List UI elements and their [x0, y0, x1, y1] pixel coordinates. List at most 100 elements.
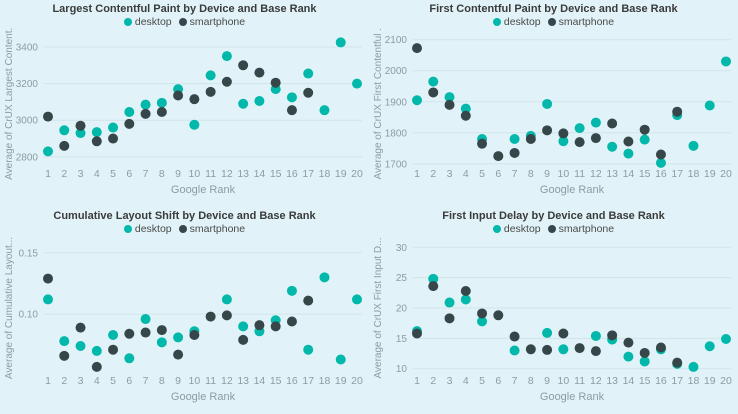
- data-point-smartphone[interactable]: [91, 361, 102, 372]
- data-point-desktop[interactable]: [303, 68, 314, 79]
- data-point-smartphone[interactable]: [108, 133, 119, 144]
- legend-item-desktop[interactable]: desktop: [123, 16, 172, 28]
- data-point-smartphone[interactable]: [238, 60, 249, 71]
- data-point-desktop[interactable]: [704, 100, 715, 111]
- legend-item-desktop[interactable]: desktop: [492, 16, 541, 28]
- data-point-smartphone[interactable]: [639, 124, 650, 135]
- data-point-smartphone[interactable]: [254, 67, 265, 78]
- data-point-smartphone[interactable]: [542, 125, 553, 136]
- data-point-smartphone[interactable]: [655, 149, 666, 160]
- data-point-smartphone[interactable]: [477, 138, 488, 149]
- data-point-smartphone[interactable]: [173, 90, 184, 101]
- data-point-smartphone[interactable]: [574, 343, 585, 354]
- data-point-desktop[interactable]: [221, 51, 232, 62]
- data-point-desktop[interactable]: [352, 78, 362, 89]
- data-point-desktop[interactable]: [108, 122, 119, 133]
- data-point-smartphone[interactable]: [238, 334, 249, 345]
- data-point-desktop[interactable]: [509, 134, 520, 145]
- data-point-smartphone[interactable]: [525, 344, 536, 355]
- data-point-desktop[interactable]: [428, 76, 439, 87]
- data-point-smartphone[interactable]: [412, 43, 422, 54]
- data-point-desktop[interactable]: [189, 119, 200, 130]
- data-point-smartphone[interactable]: [286, 316, 297, 327]
- data-point-desktop[interactable]: [412, 95, 422, 106]
- data-point-smartphone[interactable]: [444, 313, 455, 324]
- data-point-desktop[interactable]: [688, 361, 699, 372]
- data-point-smartphone[interactable]: [140, 327, 151, 338]
- data-point-smartphone[interactable]: [672, 357, 683, 368]
- data-point-desktop[interactable]: [639, 356, 650, 367]
- data-point-desktop[interactable]: [704, 341, 715, 352]
- data-point-desktop[interactable]: [509, 345, 520, 356]
- data-point-desktop[interactable]: [688, 140, 699, 151]
- legend-item-smartphone[interactable]: smartphone: [178, 223, 245, 235]
- legend-item-smartphone[interactable]: smartphone: [547, 16, 614, 28]
- data-point-smartphone[interactable]: [525, 134, 536, 145]
- data-point-desktop[interactable]: [590, 330, 601, 341]
- data-point-smartphone[interactable]: [542, 344, 553, 355]
- data-point-desktop[interactable]: [59, 336, 70, 347]
- data-point-desktop[interactable]: [303, 344, 314, 355]
- data-point-smartphone[interactable]: [303, 295, 314, 306]
- data-point-desktop[interactable]: [460, 294, 471, 305]
- data-point-smartphone[interactable]: [205, 311, 216, 322]
- data-point-desktop[interactable]: [140, 99, 151, 110]
- data-point-smartphone[interactable]: [428, 87, 439, 98]
- data-point-desktop[interactable]: [156, 337, 167, 348]
- data-point-smartphone[interactable]: [558, 328, 569, 339]
- data-point-smartphone[interactable]: [623, 337, 634, 348]
- data-point-smartphone[interactable]: [444, 99, 455, 110]
- data-point-smartphone[interactable]: [607, 118, 618, 129]
- data-point-smartphone[interactable]: [156, 106, 167, 117]
- data-point-desktop[interactable]: [558, 344, 569, 355]
- data-point-desktop[interactable]: [75, 341, 86, 352]
- data-point-desktop[interactable]: [460, 103, 471, 114]
- legend-item-smartphone[interactable]: smartphone: [547, 223, 614, 235]
- data-point-desktop[interactable]: [108, 329, 119, 340]
- data-point-smartphone[interactable]: [286, 105, 297, 116]
- data-point-desktop[interactable]: [558, 136, 569, 147]
- data-point-desktop[interactable]: [721, 333, 731, 344]
- data-point-desktop[interactable]: [286, 285, 297, 296]
- data-point-smartphone[interactable]: [460, 110, 471, 121]
- data-point-smartphone[interactable]: [254, 320, 265, 331]
- data-point-desktop[interactable]: [444, 92, 455, 103]
- data-point-smartphone[interactable]: [672, 106, 683, 117]
- data-point-smartphone[interactable]: [59, 350, 70, 361]
- data-point-smartphone[interactable]: [189, 329, 200, 340]
- data-point-desktop[interactable]: [352, 294, 362, 305]
- data-point-desktop[interactable]: [335, 37, 346, 48]
- data-point-desktop[interactable]: [124, 106, 135, 117]
- data-point-desktop[interactable]: [91, 345, 102, 356]
- data-point-smartphone[interactable]: [558, 128, 569, 139]
- data-point-smartphone[interactable]: [270, 321, 281, 332]
- legend-item-desktop[interactable]: desktop: [492, 223, 541, 235]
- data-point-desktop[interactable]: [140, 314, 151, 325]
- data-point-desktop[interactable]: [205, 70, 216, 81]
- data-point-desktop[interactable]: [623, 351, 634, 362]
- data-point-desktop[interactable]: [43, 294, 53, 305]
- data-point-smartphone[interactable]: [590, 133, 601, 144]
- data-point-smartphone[interactable]: [493, 151, 504, 162]
- data-point-smartphone[interactable]: [75, 322, 86, 333]
- data-point-desktop[interactable]: [319, 272, 330, 283]
- data-point-desktop[interactable]: [59, 125, 70, 136]
- data-point-smartphone[interactable]: [574, 137, 585, 148]
- data-point-desktop[interactable]: [173, 332, 184, 343]
- data-point-smartphone[interactable]: [91, 136, 102, 147]
- data-point-smartphone[interactable]: [590, 346, 601, 357]
- data-point-desktop[interactable]: [623, 148, 634, 159]
- data-point-smartphone[interactable]: [221, 76, 232, 87]
- data-point-smartphone[interactable]: [189, 94, 200, 105]
- data-point-desktop[interactable]: [238, 98, 249, 109]
- data-point-desktop[interactable]: [542, 327, 553, 338]
- data-point-desktop[interactable]: [124, 353, 135, 364]
- data-point-desktop[interactable]: [721, 56, 731, 67]
- data-point-desktop[interactable]: [238, 321, 249, 332]
- data-point-desktop[interactable]: [477, 316, 488, 327]
- data-point-smartphone[interactable]: [43, 273, 53, 284]
- data-point-smartphone[interactable]: [221, 310, 232, 321]
- data-point-smartphone[interactable]: [124, 118, 135, 129]
- data-point-desktop[interactable]: [428, 273, 439, 284]
- legend-item-smartphone[interactable]: smartphone: [178, 16, 245, 28]
